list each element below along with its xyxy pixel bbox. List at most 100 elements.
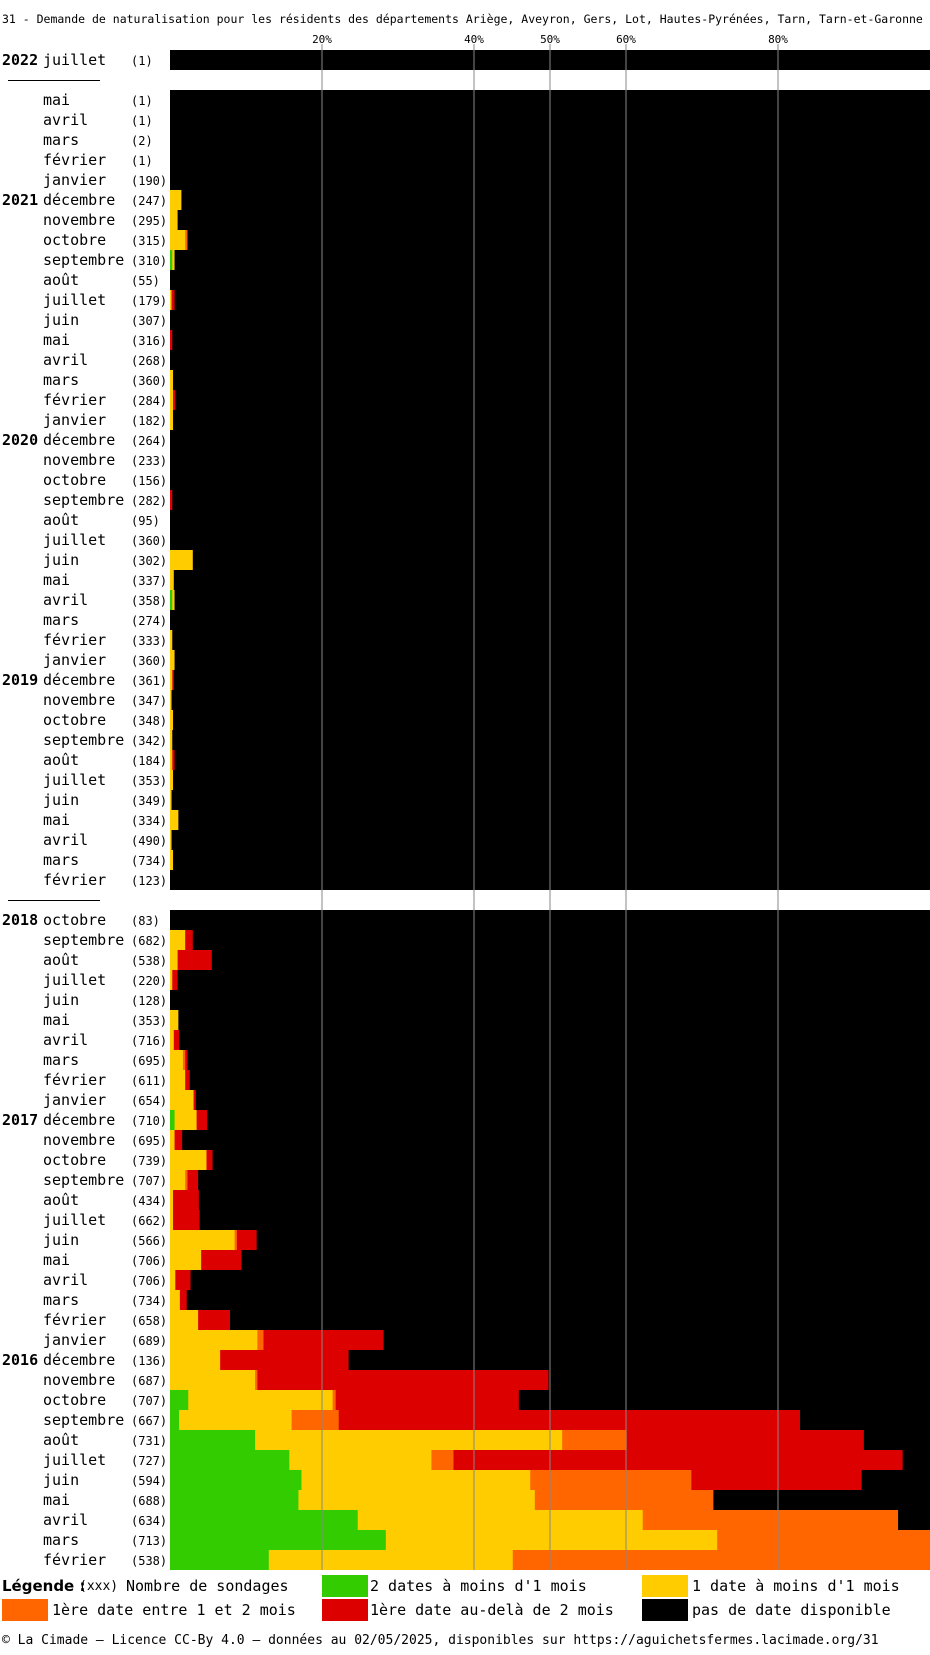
x-tick-label: 80%	[768, 33, 788, 46]
bar-segment	[193, 1090, 197, 1110]
year-label: 2018	[2, 911, 39, 929]
month-label: mars	[43, 1051, 80, 1069]
bar-segment	[172, 730, 930, 750]
count-label: (302)	[131, 554, 168, 568]
bar-segment	[172, 250, 175, 270]
count-label: (55)	[131, 274, 160, 288]
bar-segment	[530, 1470, 692, 1490]
bar-segment	[170, 1550, 270, 1570]
count-label: (687)	[131, 1374, 168, 1388]
bar-segment	[181, 190, 930, 210]
month-label: octobre	[43, 911, 107, 929]
bar-segment	[173, 1190, 200, 1210]
count-label: (128)	[131, 994, 168, 1008]
row-label: juin (349)	[0, 790, 170, 810]
bar-segment	[431, 1450, 454, 1470]
month-label: juillet	[43, 771, 107, 789]
bar-segment	[170, 1070, 186, 1090]
month-label: décembre	[43, 671, 116, 689]
count-label: (713)	[131, 1534, 168, 1548]
legend-label-black: pas de date disponible	[692, 1601, 891, 1619]
bar-segment	[185, 930, 194, 950]
section-separator	[8, 900, 100, 901]
month-label: février	[43, 391, 107, 409]
count-label: (337)	[131, 574, 168, 588]
bar-segment	[170, 410, 174, 430]
month-label: avril	[43, 1511, 89, 1529]
bar-segment	[170, 1130, 175, 1150]
count-label: (274)	[131, 614, 168, 628]
row-label: juin (128)	[0, 990, 170, 1010]
month-label: juillet	[43, 1211, 107, 1229]
bar-segment	[170, 950, 178, 970]
bar-segment	[171, 690, 930, 710]
footer-credits: © La Cimade — Licence CC-By 4.0 — donnée…	[2, 1633, 879, 1648]
count-label: (682)	[131, 934, 168, 948]
month-label: mai	[43, 1251, 71, 1269]
count-label: (731)	[131, 1434, 168, 1448]
month-label: novembre	[43, 451, 116, 469]
bar-segment	[173, 850, 930, 870]
count-label: (307)	[131, 314, 168, 328]
bar-segment	[234, 1230, 238, 1250]
bar-segment	[172, 670, 175, 690]
bar-segment	[642, 1510, 899, 1530]
month-label: novembre	[43, 1371, 116, 1389]
bar-segment	[800, 1410, 930, 1430]
row-label: octobre (707)	[0, 1390, 170, 1410]
bar-segment	[182, 1130, 930, 1150]
row-label: mars (360)	[0, 370, 170, 390]
bar-segment	[170, 810, 179, 830]
bar-segment	[298, 1490, 536, 1510]
bar-segment	[174, 1130, 183, 1150]
row-label: mai (688)	[0, 1490, 170, 1510]
count-label: (707)	[131, 1174, 168, 1188]
bar-segment	[236, 1230, 258, 1250]
month-label: décembre	[43, 431, 116, 449]
row-label: août (55)	[0, 270, 170, 290]
count-label: (490)	[131, 834, 168, 848]
bar-segment	[172, 590, 175, 610]
month-label: juillet	[43, 531, 107, 549]
month-label: octobre	[43, 1151, 107, 1169]
bar-segment	[170, 1010, 179, 1030]
bar-segment	[562, 1430, 628, 1450]
bar-segment	[170, 1270, 176, 1290]
bar-segment	[291, 1410, 340, 1430]
bar-segment	[170, 190, 182, 210]
bar-segment	[171, 290, 175, 310]
bar-segment	[175, 1270, 191, 1290]
bar-segment	[207, 1110, 930, 1130]
bar-segment	[289, 1450, 432, 1470]
row-label: juin (307)	[0, 310, 170, 330]
bar-segment	[170, 1470, 302, 1490]
bar-segment	[170, 250, 173, 270]
row-label: mai (706)	[0, 1250, 170, 1270]
bar-segment	[713, 1490, 930, 1510]
count-label: (361)	[131, 674, 168, 688]
bar-segment	[186, 1290, 930, 1310]
row-label: janvier (360)	[0, 650, 170, 670]
month-label: mars	[43, 1291, 80, 1309]
row-label: mars (695)	[0, 1050, 170, 1070]
bar-segment	[172, 490, 930, 510]
row-label: septembre (707)	[0, 1170, 170, 1190]
bar-segment	[179, 1290, 188, 1310]
bar-segment	[173, 1030, 180, 1050]
row-label: 2017 décembre (710)	[0, 1110, 170, 1130]
month-label: août	[43, 1431, 80, 1449]
bar-segment	[188, 1390, 334, 1410]
count-label: (538)	[131, 954, 168, 968]
count-label: (695)	[131, 1054, 168, 1068]
row-label: 2016 décembre (136)	[0, 1350, 170, 1370]
row-label: novembre (695)	[0, 1130, 170, 1150]
bar-segment	[220, 1350, 349, 1370]
year-label: 2017	[2, 1111, 39, 1129]
row-label: février (1)	[0, 150, 170, 170]
bar-segment	[898, 1510, 930, 1530]
month-label: novembre	[43, 691, 116, 709]
row-label: septembre (667)	[0, 1410, 170, 1430]
count-label: (156)	[131, 474, 168, 488]
month-label: août	[43, 751, 80, 769]
month-label: avril	[43, 351, 89, 369]
